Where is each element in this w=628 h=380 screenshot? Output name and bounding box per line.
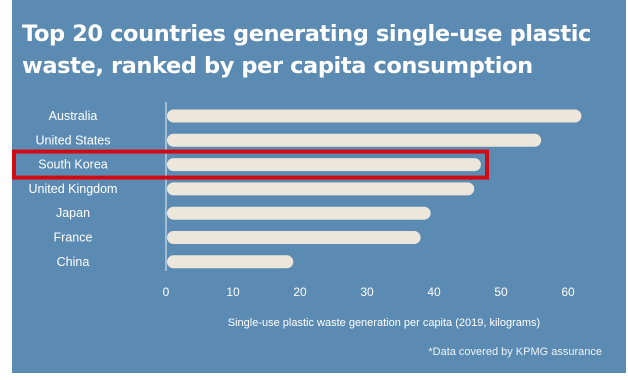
- bar-group: [167, 109, 582, 269]
- footnote: *Data covered by KPMG assurance: [428, 346, 602, 358]
- category-labels: Australia United States South Korea United …: [29, 109, 118, 269]
- category-label: China: [57, 255, 90, 269]
- category-label: United States: [35, 133, 110, 147]
- category-label: United Kingdom: [29, 182, 118, 196]
- x-tick-label: 40: [427, 285, 441, 299]
- category-label: South Korea: [38, 158, 108, 172]
- bar-japan: [167, 206, 431, 220]
- x-axis-label: Single-use plastic waste generation per …: [228, 317, 540, 329]
- highlight-box: [12, 149, 489, 180]
- category-label: Australia: [49, 109, 98, 123]
- bar-china: [167, 255, 294, 269]
- x-tick-label: 30: [360, 285, 374, 299]
- x-tick-label: 0: [163, 285, 170, 299]
- x-tick-label: 10: [226, 285, 240, 299]
- bar-south-korea: [167, 158, 481, 172]
- x-tick-label: 50: [494, 285, 508, 299]
- bar-united-states: [167, 133, 542, 147]
- x-tick-labels: 0 10 20 30 40 50 60: [163, 285, 575, 299]
- chart-title: Top 20 countries generating single-use p…: [22, 21, 591, 79]
- bar-australia: [167, 109, 582, 123]
- category-label: France: [54, 231, 93, 245]
- bar-united-kingdom: [167, 182, 475, 196]
- x-tick-label: 60: [561, 285, 575, 299]
- category-label: Japan: [56, 206, 90, 220]
- x-tick-label: 20: [293, 285, 307, 299]
- bar-france: [167, 231, 421, 244]
